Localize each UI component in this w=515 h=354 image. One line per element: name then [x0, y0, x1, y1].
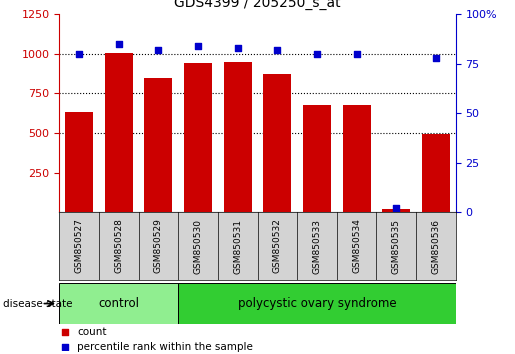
Bar [105, 53, 132, 212]
Point [432, 55, 440, 61]
Text: polycystic ovary syndrome: polycystic ovary syndrome [237, 297, 397, 310]
Bar [303, 104, 331, 212]
Text: percentile rank within the sample: percentile rank within the sample [77, 342, 253, 352]
Point [307, 302, 316, 307]
Text: GSM850533: GSM850533 [313, 218, 321, 274]
Text: GSM850534: GSM850534 [352, 218, 361, 274]
Point [392, 206, 401, 211]
Point [273, 47, 281, 53]
Point [114, 41, 123, 47]
Point [233, 45, 242, 51]
Point [194, 43, 202, 49]
Point [307, 166, 316, 172]
Bar [383, 209, 410, 212]
Bar [145, 78, 172, 212]
Bar [224, 62, 251, 212]
Text: GSM850528: GSM850528 [114, 218, 123, 274]
Bar [184, 63, 212, 212]
Text: disease state: disease state [3, 298, 72, 309]
Title: GDS4399 / 205250_s_at: GDS4399 / 205250_s_at [174, 0, 341, 10]
Text: GSM850530: GSM850530 [194, 218, 202, 274]
Text: GSM850529: GSM850529 [154, 218, 163, 274]
Text: GSM850531: GSM850531 [233, 218, 242, 274]
Text: GSM850536: GSM850536 [432, 218, 440, 274]
Bar [264, 74, 291, 212]
Text: count: count [77, 327, 107, 337]
Bar [59, 283, 178, 324]
Text: GSM850532: GSM850532 [273, 218, 282, 274]
Bar [343, 104, 370, 212]
Bar [422, 134, 450, 212]
Bar [178, 283, 456, 324]
Text: control: control [98, 297, 139, 310]
Point [154, 47, 162, 53]
Point [352, 51, 360, 57]
Text: GSM850527: GSM850527 [75, 218, 83, 274]
Point [75, 51, 83, 57]
Text: GSM850535: GSM850535 [392, 218, 401, 274]
Point [313, 51, 321, 57]
Bar [65, 113, 93, 212]
